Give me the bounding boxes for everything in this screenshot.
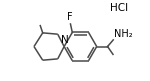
Text: NH₂: NH₂ — [114, 29, 133, 39]
Text: F: F — [67, 12, 73, 22]
Text: N: N — [61, 35, 68, 45]
Text: HCl: HCl — [110, 3, 128, 13]
